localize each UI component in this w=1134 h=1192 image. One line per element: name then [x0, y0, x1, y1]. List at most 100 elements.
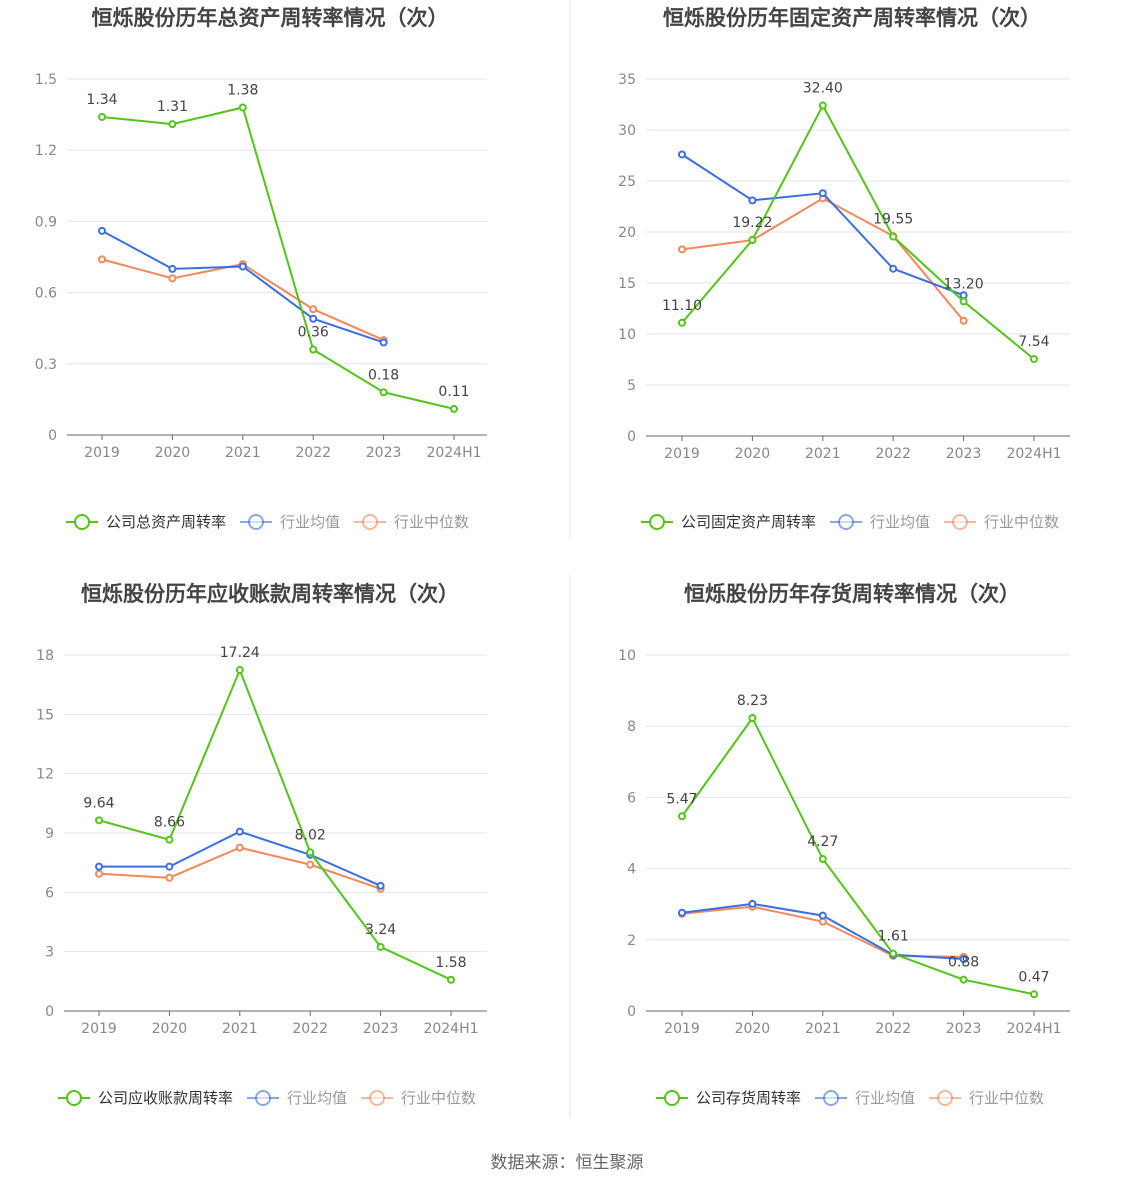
x-tick-label: 2023: [363, 1021, 399, 1037]
data-point-series-1: [309, 314, 318, 323]
data-point-series-2: [165, 873, 174, 882]
data-label: 0.47: [1018, 969, 1049, 985]
data-point-series-2: [959, 316, 968, 325]
data-point-series-1: [818, 911, 827, 920]
data-point-series-0: [450, 404, 458, 413]
data-point-series-1: [959, 291, 968, 300]
data-point-series-1: [95, 862, 103, 871]
y-tick-label: 18: [36, 648, 54, 664]
series-line-1: [99, 830, 382, 887]
y-tick-label: 1.2: [35, 143, 57, 159]
x-tick-label: 2022: [875, 1021, 911, 1037]
legend-marker: [66, 1090, 82, 1106]
data-label: 1.61: [878, 929, 909, 945]
data-label: 3.24: [365, 922, 396, 938]
y-tick-label: 0.3: [35, 357, 57, 373]
y-tick-label: 10: [618, 648, 636, 664]
data-point-series-0: [447, 975, 455, 984]
data-label: 5.47: [666, 791, 697, 807]
x-tick-label: 2021: [805, 1021, 841, 1037]
data-point-series-0: [748, 714, 757, 723]
data-point-series-0: [379, 388, 388, 397]
data-point-series-0: [889, 949, 898, 958]
data-label: 7.54: [1018, 334, 1049, 350]
legend-label: 行业均值: [855, 1089, 915, 1107]
data-point-series-0: [1030, 990, 1038, 999]
x-tick-label: 2023: [366, 445, 402, 461]
legend-label: 行业均值: [870, 513, 930, 531]
x-tick-label: 2024H1: [423, 1021, 478, 1037]
y-tick-label: 15: [36, 707, 54, 723]
data-point-series-0: [818, 854, 827, 863]
legend-marker: [838, 514, 855, 530]
data-point-series-1: [678, 908, 686, 917]
data-point-series-0: [889, 232, 898, 241]
legend-marker: [823, 1090, 840, 1106]
legend-marker: [369, 1090, 386, 1106]
y-tick-label: 0: [45, 1004, 54, 1020]
x-tick-label: 2023: [946, 1021, 982, 1037]
data-label: 1.31: [157, 99, 188, 115]
data-label: 4.27: [807, 834, 838, 850]
x-tick-label: 2024H1: [426, 445, 481, 461]
legend-marker: [248, 514, 265, 530]
series-line-2: [681, 197, 965, 322]
data-label: 9.64: [83, 795, 114, 811]
data-label: 8.23: [737, 693, 768, 709]
data-label: 11.10: [662, 298, 702, 314]
y-tick-label: 35: [618, 72, 636, 88]
y-tick-label: 15: [618, 276, 636, 292]
y-tick-label: 3: [45, 945, 54, 961]
x-tick-label: 2019: [81, 1021, 117, 1037]
x-tick-label: 2019: [664, 446, 700, 462]
y-tick-label: 0: [627, 1004, 636, 1020]
x-tick-label: 2022: [292, 1021, 328, 1037]
data-point-series-0: [1030, 355, 1038, 364]
legend-marker: [937, 1090, 954, 1106]
legend-label: 公司应收账款周转率: [98, 1089, 233, 1107]
x-tick-label: 2019: [84, 445, 120, 461]
data-point-series-1: [748, 899, 757, 908]
data-point-series-1: [165, 862, 174, 871]
legend-label: 行业中位数: [394, 513, 469, 531]
x-tick-label: 2021: [222, 1021, 258, 1037]
x-tick-label: 2020: [152, 1021, 188, 1037]
legend-label: 行业中位数: [984, 513, 1059, 531]
data-point-series-1: [889, 264, 898, 273]
y-tick-label: 0: [627, 429, 636, 445]
data-point-series-0: [678, 318, 686, 327]
x-tick-label: 2022: [295, 445, 331, 461]
data-point-series-1: [235, 827, 244, 836]
y-tick-label: 10: [618, 327, 636, 343]
data-label: 13.20: [944, 276, 984, 292]
data-point-series-0: [168, 120, 177, 129]
data-label: 8.02: [295, 827, 326, 843]
chart-title: 恒烁股份历年应收账款周转率情况（次）: [81, 582, 459, 606]
x-tick-label: 2023: [946, 446, 982, 462]
data-point-series-2: [95, 869, 103, 878]
legend-label: 行业中位数: [401, 1089, 476, 1107]
chart-title: 恒烁股份历年固定资产周转率情况（次）: [663, 6, 1041, 30]
y-tick-label: 0.9: [35, 214, 57, 230]
x-tick-label: 2020: [155, 445, 191, 461]
data-label: 8.66: [154, 815, 185, 831]
legend-label: 行业均值: [280, 513, 340, 531]
x-tick-label: 2020: [735, 1021, 771, 1037]
y-tick-label: 8: [627, 719, 636, 735]
data-point-series-0: [95, 816, 103, 825]
x-tick-label: 2021: [225, 445, 261, 461]
data-point-series-2: [168, 274, 177, 283]
legend-marker: [952, 514, 969, 530]
data-point-series-1: [238, 262, 247, 271]
y-tick-label: 30: [618, 123, 636, 139]
data-label: 0.36: [298, 325, 329, 341]
series-line-1: [101, 230, 384, 344]
data-label: 1.58: [435, 955, 466, 971]
x-tick-label: 2024H1: [1006, 1021, 1061, 1037]
series-line-0: [681, 716, 1035, 996]
y-tick-label: 1.5: [35, 72, 57, 88]
legend-marker: [362, 514, 379, 530]
legend-marker: [74, 514, 90, 530]
data-point-series-1: [959, 955, 968, 964]
